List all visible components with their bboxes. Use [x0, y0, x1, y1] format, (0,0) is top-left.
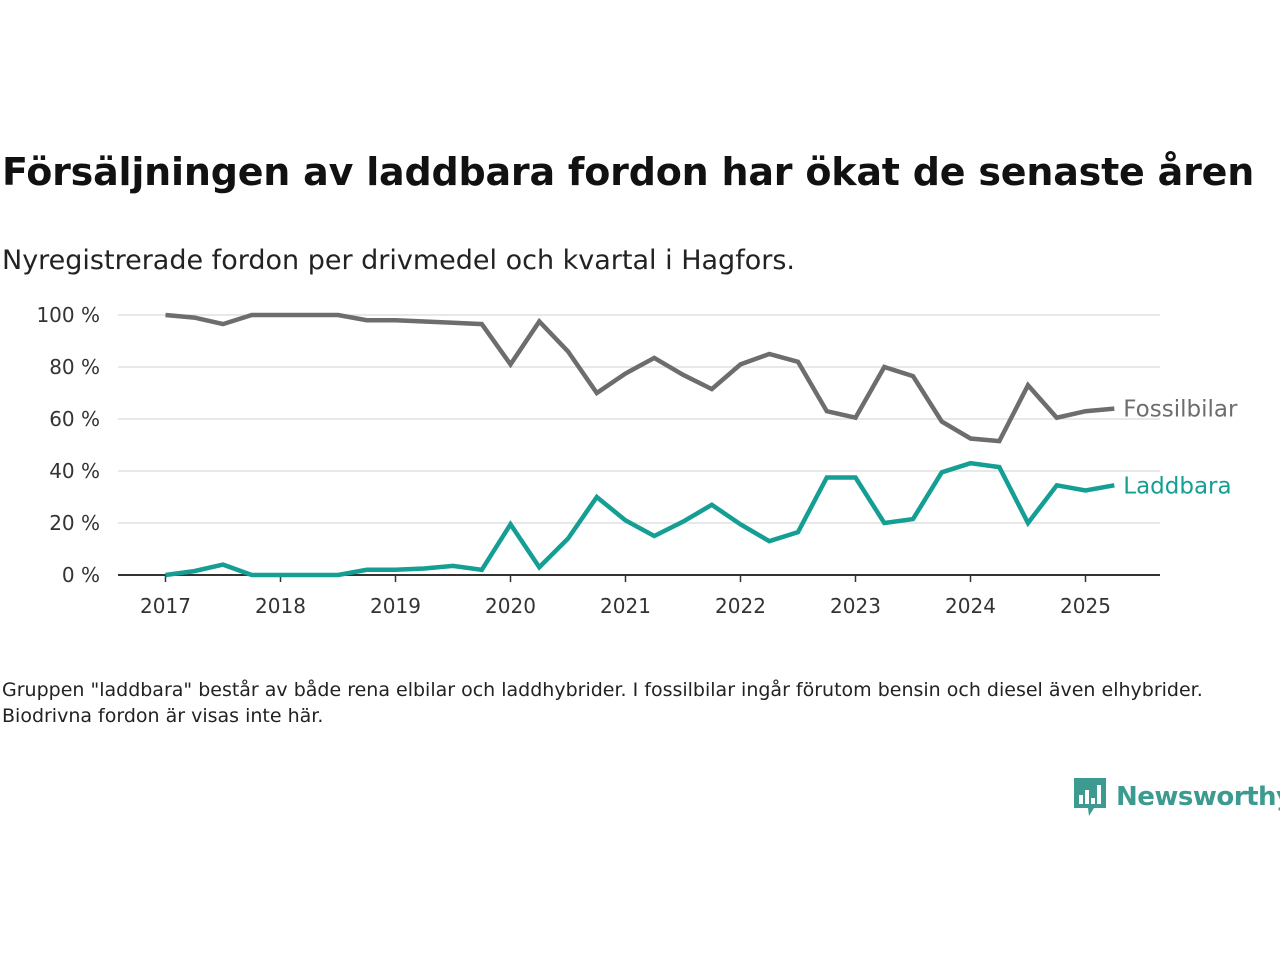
- y-tick-label: 20 %: [49, 511, 100, 535]
- x-tick-label: 2023: [830, 594, 881, 618]
- series-line-laddbara: [165, 460, 1115, 578]
- y-tick-label: 100 %: [36, 303, 100, 327]
- series-label-laddbara: Laddbara: [1123, 473, 1231, 499]
- newsworthy-logo[interactable]: Newsworthy: [1072, 776, 1280, 818]
- footnote: Gruppen "laddbara" består av både rena e…: [2, 679, 1203, 727]
- y-tick-label: 40 %: [49, 459, 100, 483]
- chart-subtitle: Nyregistrerade fordon per drivmedel och …: [2, 245, 795, 276]
- series-line-fossilbilar: [165, 312, 1115, 444]
- chart-title: Försäljningen av laddbara fordon har öka…: [2, 150, 1255, 194]
- x-tick-label: 2022: [715, 594, 766, 618]
- y-tick-label: 0 %: [62, 563, 100, 587]
- newsworthy-logo-icon: [1074, 778, 1106, 816]
- series-labels: Fossilbilar Laddbara: [1123, 397, 1238, 500]
- y-axis-ticks: 0 % 20 % 40 % 60 % 80 % 100 %: [36, 303, 100, 587]
- newsworthy-logo-text: Newsworthy: [1116, 782, 1280, 812]
- y-tick-label: 60 %: [49, 407, 100, 431]
- x-tick-label: 2019: [370, 594, 421, 618]
- gridlines: [118, 314, 1160, 576]
- line-chart: 0 % 20 % 40 % 60 % 80 % 100 % 2017 2018 2019 202…: [36, 303, 1238, 618]
- x-tick-label: 2025: [1060, 594, 1111, 618]
- x-tick-label: 2024: [945, 594, 996, 618]
- x-axis-ticks: 2017 2018 2019 2020 2021 2022 2023 2024 2025: [140, 575, 1111, 618]
- x-tick-label: 2018: [255, 594, 306, 618]
- x-tick-label: 2020: [485, 594, 536, 618]
- x-tick-label: 2021: [600, 594, 651, 618]
- series-label-fossilbilar: Fossilbilar: [1123, 397, 1238, 423]
- y-tick-label: 80 %: [49, 355, 100, 379]
- series-lines: [165, 312, 1115, 578]
- x-tick-label: 2017: [140, 594, 191, 618]
